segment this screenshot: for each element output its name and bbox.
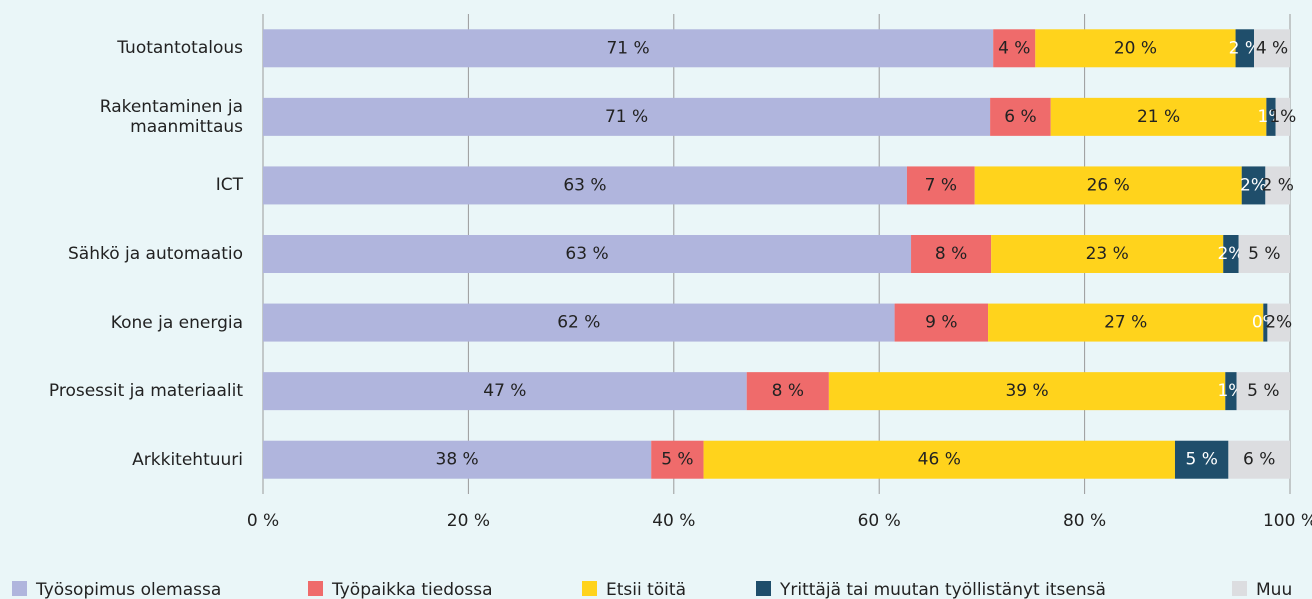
x-tick-label: 0 % (247, 511, 279, 531)
data-label: 5 % (1185, 450, 1217, 470)
bar-segment (703, 440, 1175, 479)
data-label: 63 % (565, 244, 608, 264)
category-label: ICT (215, 175, 243, 196)
bar-segment (1275, 97, 1290, 136)
x-tick-label: 60 % (858, 511, 901, 531)
bar-segment (263, 29, 994, 68)
bar-segment (894, 303, 989, 342)
data-label: 2 % (1229, 38, 1261, 58)
x-tick-label: 80 % (1063, 511, 1106, 531)
bar-segment (906, 166, 975, 205)
data-label: 1% (1269, 107, 1296, 127)
legend-label: Etsii töitä (606, 580, 686, 599)
x-tick-label: 100 % (1263, 511, 1312, 531)
data-label: 4 % (998, 38, 1030, 58)
data-label: 2% (1217, 244, 1244, 264)
bar-segment (991, 235, 1224, 273)
data-label: 5 % (661, 450, 693, 470)
bar-segment (911, 235, 992, 273)
x-tick-label: 40 % (652, 511, 695, 531)
data-label: 4 % (1256, 38, 1288, 58)
data-label: 62 % (557, 313, 600, 333)
data-label: 8 % (935, 244, 967, 264)
bar-segment (263, 440, 652, 479)
data-label: 5 % (1248, 244, 1280, 264)
bar-segment (990, 97, 1051, 136)
category-label: Kone ja energia (110, 312, 243, 333)
bar-segment (1050, 97, 1267, 136)
bar-segment (1266, 97, 1276, 136)
data-label: 5 % (1247, 381, 1279, 401)
bar-segment (651, 440, 704, 479)
legend-swatch (582, 581, 597, 596)
bar-segment (1174, 440, 1229, 479)
bar-segment (263, 166, 907, 205)
bar-segment (1228, 440, 1290, 479)
x-tick-label: 20 % (447, 511, 490, 531)
bar-segment (1263, 303, 1268, 342)
category-label: Sähkö ja automaatio (67, 244, 243, 264)
bar-segment (1035, 29, 1236, 68)
bar-segment (263, 235, 912, 273)
legend-swatch (308, 581, 323, 596)
category-label: Prosessit ja materiaalit (48, 381, 243, 402)
category-label: Rakentaminen ja maanmittaus (99, 96, 243, 137)
legend-swatch (756, 581, 771, 596)
data-label: 71 % (606, 38, 649, 58)
bar-segment (1223, 235, 1239, 273)
bar-segment (263, 303, 895, 342)
bar-segment (1254, 29, 1290, 68)
data-label: 38 % (436, 450, 479, 470)
data-label: 6 % (1004, 107, 1036, 127)
data-label: 26 % (1087, 175, 1130, 195)
data-label: 46 % (918, 450, 961, 470)
data-label: 20 % (1114, 38, 1157, 58)
data-label: 2% (1265, 313, 1292, 333)
bar-segment (828, 372, 1226, 411)
legend-swatch (12, 581, 27, 596)
data-label: 6 % (1243, 450, 1275, 470)
bar-segment (1265, 166, 1290, 205)
data-label: 27 % (1104, 313, 1147, 333)
bar-segment (993, 29, 1036, 68)
data-label: 2 % (1261, 175, 1293, 195)
legend-label: Yrittäjä tai muutan työllistänyt itsensä (779, 580, 1106, 599)
bar-segment (1236, 372, 1290, 411)
data-label: 21 % (1137, 107, 1180, 127)
data-label: 8 % (772, 381, 804, 401)
legend-label: Muu (1256, 580, 1292, 599)
data-label: 71 % (605, 107, 648, 127)
bar-segment (1225, 372, 1237, 411)
legend-label: Työpaikka tiedossa (331, 580, 493, 599)
category-label: Arkkitehtuuri (132, 449, 243, 470)
bar-segment (988, 303, 1264, 342)
data-label: 39 % (1005, 381, 1048, 401)
bar-segment (746, 372, 829, 411)
data-label: 7 % (925, 175, 957, 195)
data-label: 47 % (483, 381, 526, 401)
bar-segment (1235, 29, 1255, 68)
bar-segment (1241, 166, 1266, 205)
data-label: 9 % (925, 313, 957, 333)
category-label: Tuotantotalous (117, 38, 243, 59)
legend-label: Työsopimus olemassa (35, 580, 221, 599)
data-label: 23 % (1086, 244, 1129, 264)
bar-segment (1238, 235, 1290, 273)
data-label: 2% (1240, 175, 1267, 195)
bar-segment (263, 97, 991, 136)
data-label: 63 % (563, 175, 606, 195)
legend-swatch (1232, 581, 1247, 596)
bar-segment (974, 166, 1242, 205)
bar-segment (263, 372, 747, 411)
bar-segment (1267, 303, 1290, 342)
